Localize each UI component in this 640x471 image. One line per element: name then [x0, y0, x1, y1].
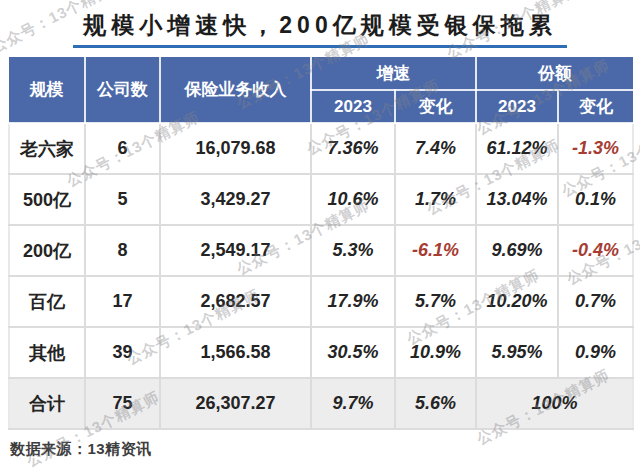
cell-revenue: 2,549.17 [160, 225, 311, 276]
cell-scale: 其他 [9, 327, 85, 378]
cell-share_change: -0.4% [558, 225, 633, 276]
cell-share_change: 0.1% [558, 174, 633, 225]
cell-revenue: 3,429.27 [160, 174, 311, 225]
cell-growth_change: 1.7% [395, 174, 476, 225]
header-companies: 公司数 [85, 57, 160, 123]
cell-companies: 6 [85, 123, 160, 174]
table-total-row: 合计7526,307.279.7%5.6%100% [9, 378, 633, 429]
table-row: 500亿53,429.2710.6%1.7%13.04%0.1% [9, 174, 633, 225]
cell-share_2023: 9.69% [476, 225, 558, 276]
cell-growth_2023: 10.6% [311, 174, 395, 225]
cell-scale: 200亿 [9, 225, 85, 276]
cell-growth_2023: 5.3% [311, 225, 395, 276]
cell-companies: 39 [85, 327, 160, 378]
cell-growth_change: 5.6% [395, 378, 476, 429]
cell-scale: 500亿 [9, 174, 85, 225]
header-share-change: 变化 [558, 90, 633, 123]
cell-companies: 8 [85, 225, 160, 276]
table-row: 其他391,566.5830.5%10.9%5.95%0.9% [9, 327, 633, 378]
cell-share_change: 0.9% [558, 327, 633, 378]
table-row: 200亿82,549.175.3%-6.1%9.69%-0.4% [9, 225, 633, 276]
cell-share_change: -1.3% [558, 123, 633, 174]
cell-scale: 百亿 [9, 276, 85, 327]
table-body: 老六家616,079.687.36%7.4%61.12%-1.3%500亿53,… [9, 123, 633, 429]
cell-share_change: 0.7% [558, 276, 633, 327]
header-growth-change: 变化 [395, 90, 476, 123]
cell-companies: 17 [85, 276, 160, 327]
cell-growth_2023: 17.9% [311, 276, 395, 327]
table-header: 规模 公司数 保险业务收入 增速 份额 2023 变化 2023 变化 [9, 57, 633, 123]
cell-growth_2023: 9.7% [311, 378, 395, 429]
data-table: 规模 公司数 保险业务收入 增速 份额 2023 变化 2023 变化 老六家6… [8, 57, 634, 430]
cell-share_2023: 13.04% [476, 174, 558, 225]
page-title: 规模小增速快，200亿规模受银保拖累 [73, 9, 566, 48]
header-share-group: 份额 [476, 57, 633, 90]
header-growth-2023: 2023 [311, 90, 395, 123]
cell-revenue: 26,307.27 [160, 378, 311, 429]
data-source-note: 数据来源：13精资讯 [10, 440, 152, 459]
cell-companies: 5 [85, 174, 160, 225]
cell-companies: 75 [85, 378, 160, 429]
cell-growth_change: 5.7% [395, 276, 476, 327]
cell-growth_2023: 30.5% [311, 327, 395, 378]
header-share-2023: 2023 [476, 90, 558, 123]
cell-growth_change: 7.4% [395, 123, 476, 174]
table-row: 老六家616,079.687.36%7.4%61.12%-1.3% [9, 123, 633, 174]
cell-share_2023: 5.95% [476, 327, 558, 378]
header-growth-group: 增速 [311, 57, 476, 90]
title-block: 规模小增速快，200亿规模受银保拖累 [0, 9, 640, 48]
cell-revenue: 16,079.68 [160, 123, 311, 174]
header-scale: 规模 [9, 57, 85, 123]
cell-share_2023: 61.12% [476, 123, 558, 174]
cell-share_total: 100% [476, 378, 633, 429]
header-revenue: 保险业务收入 [160, 57, 311, 123]
table-row: 百亿172,682.5717.9%5.7%10.20%0.7% [9, 276, 633, 327]
cell-growth_change: 10.9% [395, 327, 476, 378]
cell-growth_2023: 7.36% [311, 123, 395, 174]
cell-revenue: 1,566.58 [160, 327, 311, 378]
cell-share_2023: 10.20% [476, 276, 558, 327]
cell-revenue: 2,682.57 [160, 276, 311, 327]
cell-scale: 老六家 [9, 123, 85, 174]
cell-scale: 合计 [9, 378, 85, 429]
cell-growth_change: -6.1% [395, 225, 476, 276]
